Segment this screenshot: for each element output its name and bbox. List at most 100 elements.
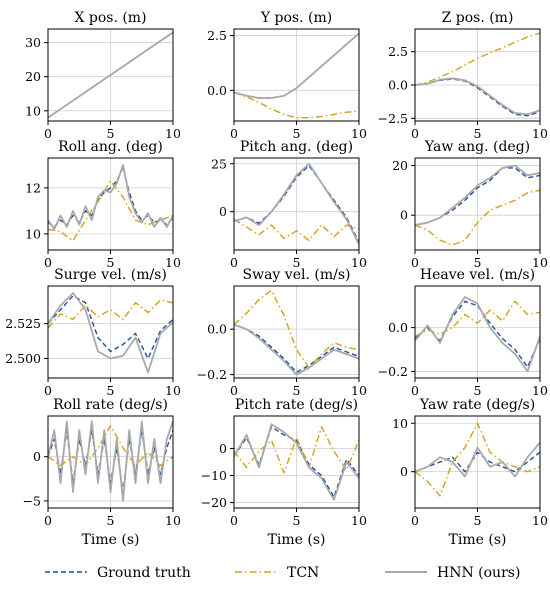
series-line-hnn-ours	[234, 162, 359, 245]
x-tick-label: 10	[351, 255, 367, 270]
x-tick-label: 0	[230, 383, 238, 398]
series-line-ground-truth	[234, 323, 359, 373]
x-tick-label: 0	[44, 383, 52, 398]
subplot-pitch-rate-deg-s: 0 5 10 −20 −10 0 Pitch rate (deg/s) Time (s)	[201, 397, 367, 548]
subplot-title: X pos. (m)	[74, 10, 146, 26]
series-group	[415, 422, 540, 497]
subplot-x-pos-m: 0 5 10 10 20 30 X pos. (m)	[25, 10, 181, 141]
legend-label-tcn: TCN	[287, 565, 319, 581]
subplot-yaw-ang-deg: 0 5 10 0 20 Yaw ang. (deg)	[392, 139, 548, 270]
series-line-tcn	[415, 422, 540, 497]
y-tick-label: 2.5	[207, 28, 227, 43]
y-tick-label: 0	[219, 204, 227, 219]
series-line-tcn	[48, 299, 173, 329]
y-tick-label: 30	[25, 35, 41, 50]
y-tick-label: −5	[23, 493, 41, 508]
subplot-y-pos-m: 0 5 10 0.0 2.5 Y pos. (m)	[207, 10, 367, 141]
y-tick-label: 0.0	[388, 320, 408, 335]
x-tick-label: 5	[474, 513, 482, 528]
y-tick-label: −0.2	[197, 367, 227, 382]
x-tick-label: 10	[532, 383, 548, 398]
y-tick-label: 10	[25, 103, 41, 118]
x-tick-label: 5	[293, 513, 301, 528]
series-line-hnn-ours	[415, 77, 540, 116]
y-tick-label: 0.0	[207, 83, 227, 98]
subplot-title: Sway vel. (m/s)	[243, 267, 351, 283]
series-group	[48, 31, 173, 119]
x-tick-label: 0	[411, 255, 419, 270]
x-tick-label: 5	[107, 255, 115, 270]
series-line-hnn-ours	[234, 323, 359, 376]
x-tick-label: 5	[474, 255, 482, 270]
x-tick-label: 5	[107, 126, 115, 141]
x-tick-label: 10	[532, 255, 548, 270]
y-tick-label: 2.500	[5, 351, 41, 366]
subplot-title: Pitch ang. (deg)	[240, 139, 353, 155]
series-line-hnn-ours	[234, 423, 359, 501]
series-group	[234, 162, 359, 245]
y-tick-label: −0.2	[378, 364, 408, 379]
subplot-title: Pitch rate (deg/s)	[235, 397, 358, 413]
y-tick-label: −2.5	[378, 111, 408, 126]
x-tick-label: 10	[532, 126, 548, 141]
series-group	[415, 32, 540, 117]
y-tick-label: 10	[25, 226, 41, 241]
y-tick-label: 25	[211, 156, 227, 171]
series-line-hnn-ours	[415, 164, 540, 226]
x-tick-label: 0	[411, 126, 419, 141]
series-group	[234, 423, 359, 501]
y-tick-label: 0	[400, 208, 408, 223]
series-line-tcn	[415, 189, 540, 246]
legend-label-hnn-ours: HNN (ours)	[437, 565, 520, 581]
series-line-hnn-ours	[48, 292, 173, 374]
x-axis-label: Time (s)	[268, 532, 326, 548]
subplot-title: Roll ang. (deg)	[58, 139, 163, 155]
series-line-tcn	[234, 218, 359, 242]
x-tick-label: 0	[411, 513, 419, 528]
y-tick-label: 10	[392, 416, 408, 431]
subplot-z-pos-m: 0 5 10 −2.5 0.0 2.5 Z pos. (m)	[378, 10, 548, 141]
x-tick-label: 10	[532, 513, 548, 528]
series-line-hnn-ours	[48, 163, 173, 231]
series-line-hnn-ours	[415, 442, 540, 478]
legend-label-ground-truth: Ground truth	[97, 565, 191, 581]
series-line-hnn-ours	[415, 296, 540, 373]
subplot-roll-ang-deg: 0 5 10 10 12 Roll ang. (deg)	[25, 139, 181, 270]
x-tick-label: 0	[44, 255, 52, 270]
series-line-tcn	[415, 32, 540, 86]
x-tick-label: 10	[351, 126, 367, 141]
x-tick-label: 10	[165, 513, 181, 528]
x-tick-label: 10	[351, 383, 367, 398]
y-tick-label: 2.5	[388, 44, 408, 59]
series-group	[234, 32, 359, 119]
x-tick-label: 5	[293, 255, 301, 270]
x-tick-label: 10	[165, 255, 181, 270]
subplot-title: Z pos. (m)	[442, 10, 514, 26]
subplot-sway-vel-m-s: 0 5 10 −0.2 0.0 Sway vel. (m/s)	[197, 267, 367, 398]
subplot-surge-vel-m-s: 0 5 10 2.500 2.525 Surge vel. (m/s)	[5, 267, 181, 398]
y-tick-label: 0	[33, 449, 41, 464]
subplot-title: Yaw ang. (deg)	[424, 139, 530, 155]
x-tick-label: 10	[165, 383, 181, 398]
x-tick-label: 5	[107, 513, 115, 528]
series-line-ground-truth	[415, 167, 540, 226]
x-tick-label: 5	[293, 126, 301, 141]
series-group	[415, 164, 540, 246]
series-line-hnn-ours	[48, 420, 173, 502]
y-tick-label: 2.525	[5, 316, 41, 331]
y-tick-label: 0	[219, 441, 227, 456]
subplot-yaw-rate-deg-s: 0 5 10 0 10 Yaw rate (deg/s) Time (s)	[392, 397, 548, 548]
subplot-heave-vel-m-s: 0 5 10 −0.2 0.0 Heave vel. (m/s)	[378, 267, 548, 398]
x-tick-label: 10	[165, 126, 181, 141]
series-group	[415, 296, 540, 373]
series-group	[234, 289, 359, 376]
series-line-hnn-ours	[48, 31, 173, 119]
x-tick-label: 5	[474, 126, 482, 141]
x-tick-label: 0	[44, 513, 52, 528]
series-group	[48, 292, 173, 374]
subplot-title: Y pos. (m)	[260, 10, 332, 26]
subplot-title: Yaw rate (deg/s)	[419, 397, 535, 413]
x-tick-label: 0	[411, 383, 419, 398]
